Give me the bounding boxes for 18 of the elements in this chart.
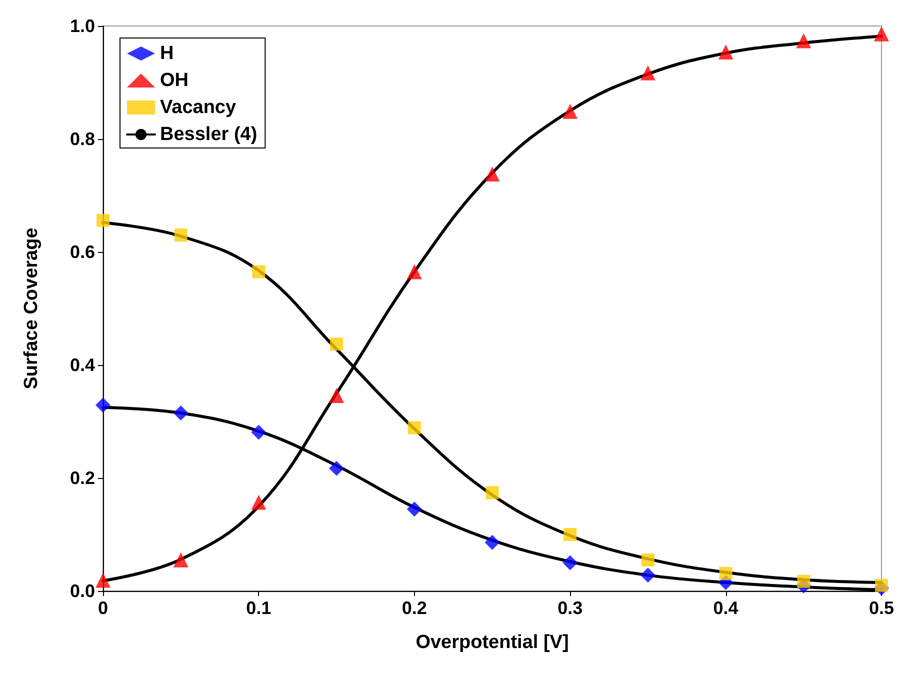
legend-label: Vacancy <box>160 97 236 118</box>
legend-label: Bessler (4) <box>160 124 258 145</box>
y-tick-label: 0.6 <box>70 242 95 262</box>
y-tick-label: 0.8 <box>70 129 95 149</box>
x-tick-label: 0.2 <box>402 598 427 618</box>
x-tick-label: 0.4 <box>713 598 738 618</box>
x-tick-label: 0.5 <box>868 598 894 618</box>
x-tick-label: 0 <box>98 598 108 618</box>
legend-label: H <box>160 43 174 64</box>
x-tick-label: 0.3 <box>558 598 583 618</box>
y-axis-title: Surface Coverage <box>21 228 42 390</box>
y-tick-label: 0.2 <box>70 468 95 488</box>
y-tick-label: 1.0 <box>70 16 95 36</box>
x-axis-title: Overpotential [V] <box>416 632 569 653</box>
y-tick-label: 0.0 <box>70 581 95 601</box>
x-tick-label: 0.1 <box>246 598 272 618</box>
y-tick-label: 0.4 <box>70 355 95 375</box>
legend-label: OH <box>160 70 188 91</box>
